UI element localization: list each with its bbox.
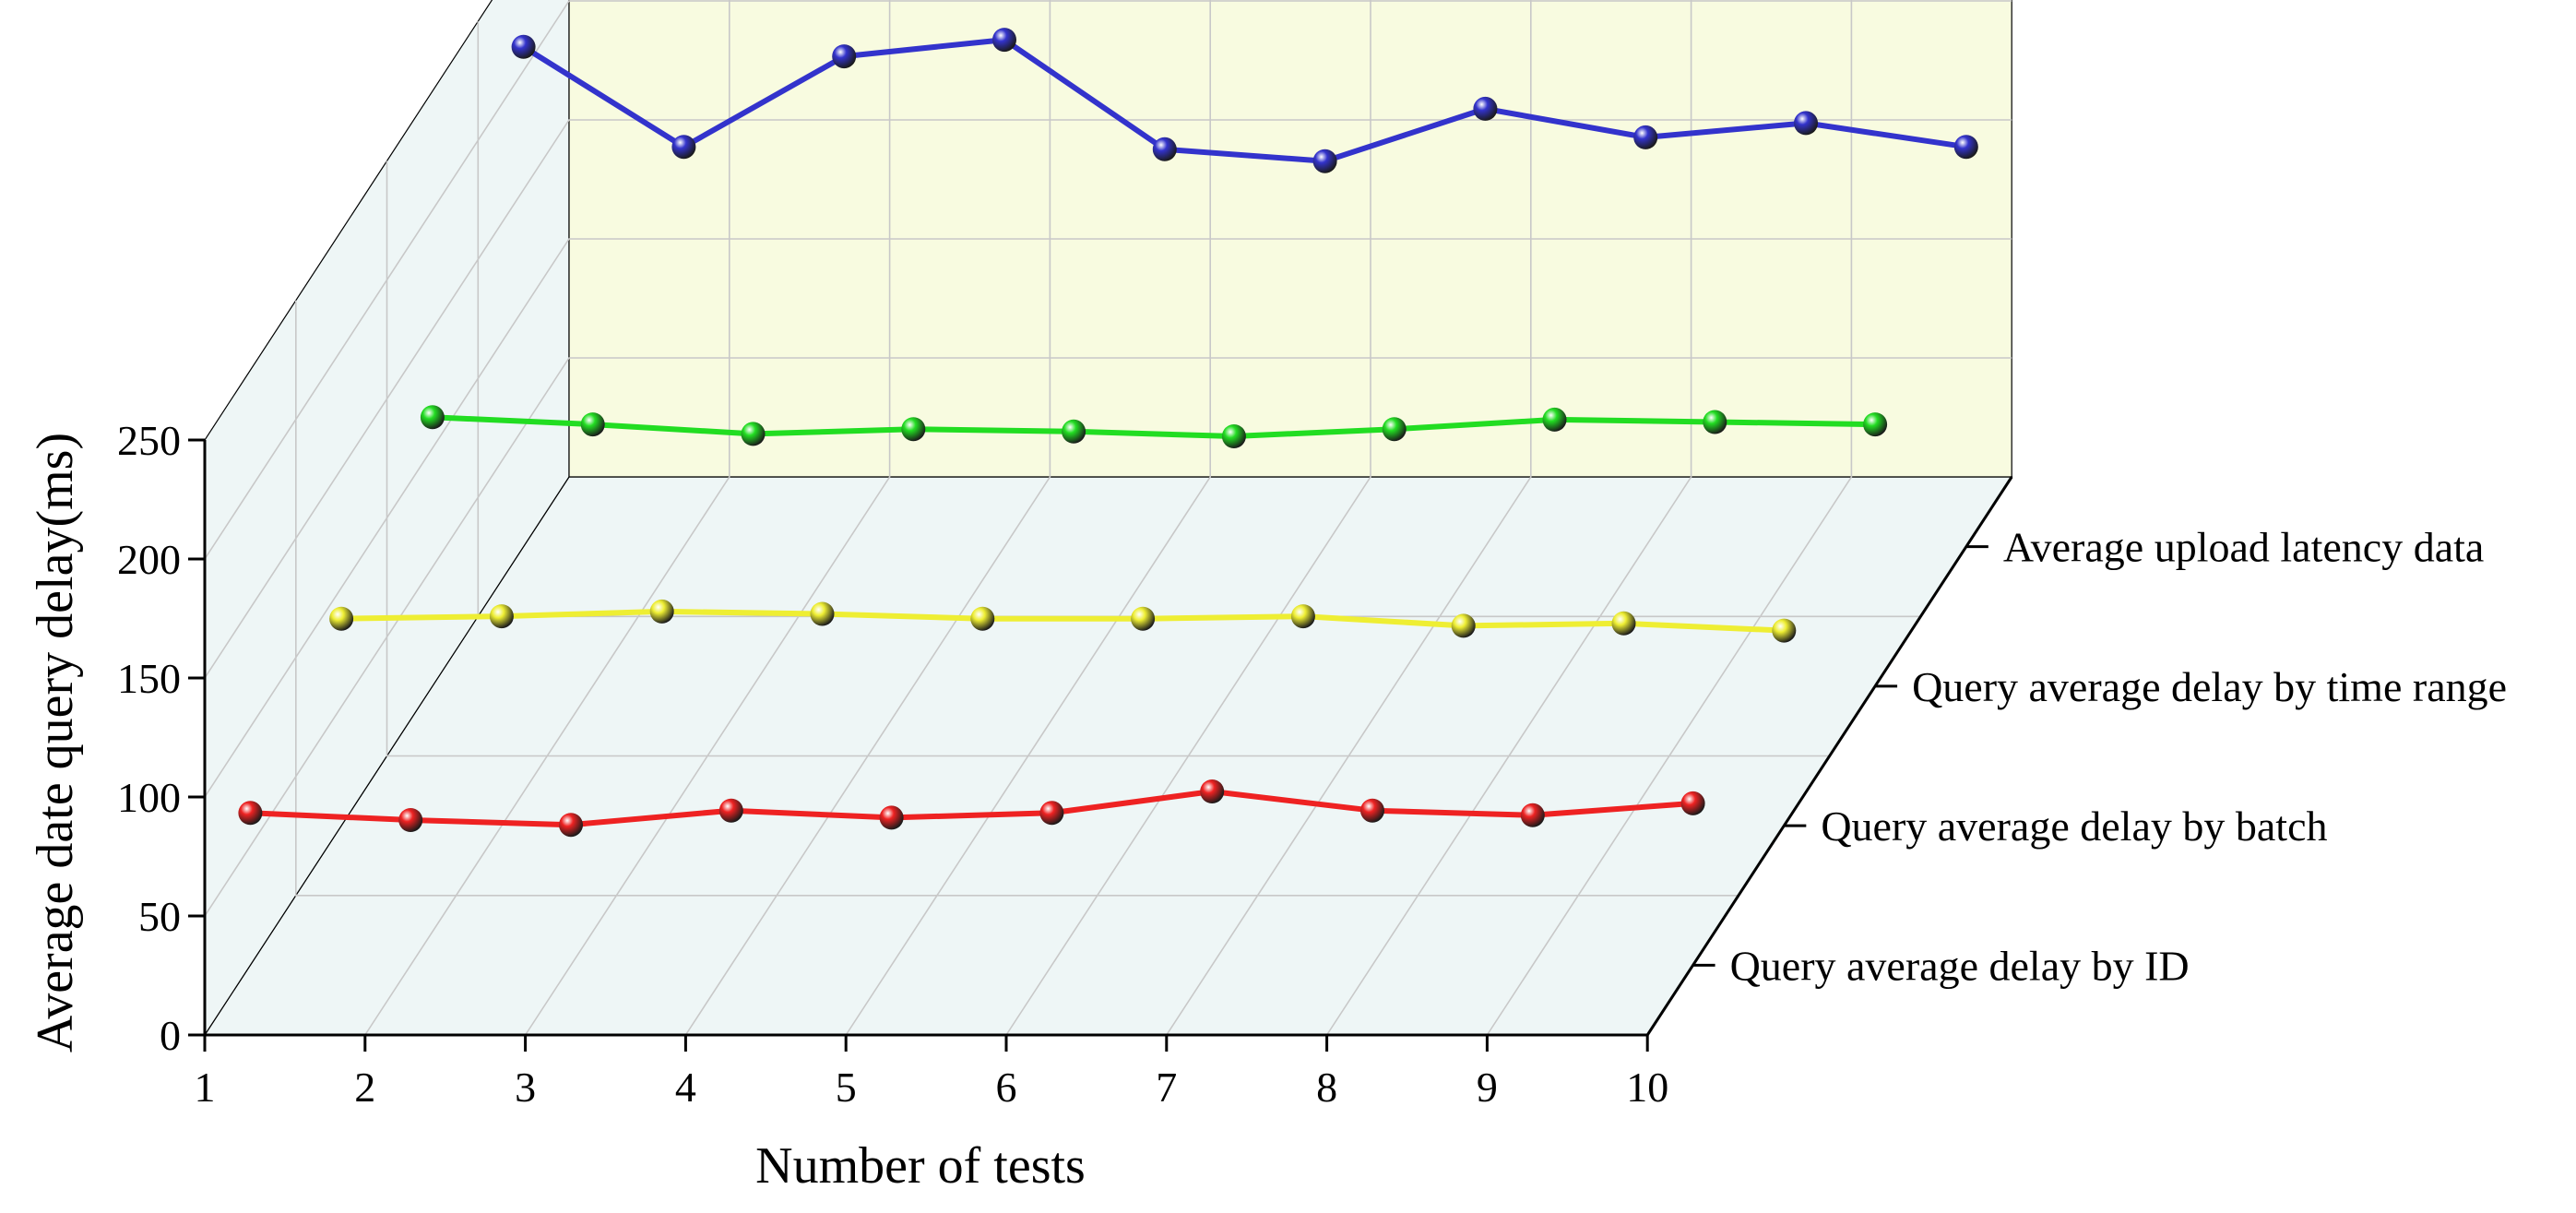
series-line <box>522 37 1967 164</box>
gridline-x <box>1486 0 1853 1036</box>
gridline-x <box>364 0 730 1036</box>
data-point <box>1360 798 1384 823</box>
gridline-y <box>204 0 2012 560</box>
series-1 <box>238 779 1705 838</box>
data-point <box>511 34 536 59</box>
x-tick-label: 3 <box>515 1064 536 1111</box>
data-point <box>1290 604 1315 629</box>
data-point <box>1680 791 1705 815</box>
data-point <box>238 801 263 826</box>
data-point <box>1863 412 1888 437</box>
data-point <box>489 604 514 629</box>
gridline-depth <box>294 300 1739 897</box>
data-point <box>879 805 904 830</box>
data-point <box>810 601 835 626</box>
y-tick-label: 250 <box>117 417 181 464</box>
x-axis-title: Number of tests <box>755 1137 1086 1195</box>
data-point <box>1200 779 1225 803</box>
series-label: Query average delay by time range <box>1912 663 2507 710</box>
data-point <box>718 798 743 823</box>
x-tick-label: 8 <box>1316 1064 1337 1111</box>
x-tick-label: 6 <box>996 1064 1017 1111</box>
data-point <box>1221 424 1246 448</box>
x-tick-label: 9 <box>1477 1064 1498 1111</box>
y-tick-label: 150 <box>117 655 181 702</box>
gridline-x <box>1166 0 1532 1036</box>
data-point <box>970 606 995 631</box>
data-point <box>1542 407 1567 432</box>
data-point <box>1520 803 1545 827</box>
x-tick-label: 4 <box>675 1064 696 1111</box>
data-point <box>1131 606 1156 631</box>
y-tick-label: 200 <box>117 536 181 583</box>
series-line <box>432 414 1876 439</box>
series-label: Query average delay by ID <box>1730 942 2190 989</box>
gridline-y <box>204 119 2012 679</box>
data-point <box>1953 135 1978 160</box>
series-4 <box>511 28 1978 173</box>
chart-axes <box>188 438 2013 1052</box>
gridline-y <box>204 238 2012 798</box>
data-point <box>329 606 354 631</box>
y-axis-title: Average date query delay(ms) <box>27 433 84 1052</box>
data-point <box>1039 801 1064 826</box>
data-point <box>398 808 423 832</box>
depth-axis-line <box>1645 476 2013 1036</box>
gridline-x <box>1005 0 1371 1036</box>
data-point <box>901 417 926 442</box>
y-tick-label: 100 <box>117 774 181 821</box>
data-point <box>1062 419 1086 444</box>
chart-series <box>238 28 1978 838</box>
data-point <box>1473 96 1498 121</box>
data-point <box>559 813 583 838</box>
series-label: Average upload latency data <box>2003 524 2485 571</box>
x-tick-label: 5 <box>836 1064 857 1111</box>
y-tick-label: 50 <box>138 893 181 940</box>
gridline-x <box>524 0 891 1036</box>
gridline-depth <box>386 161 1830 757</box>
x-tick-label: 7 <box>1156 1064 1177 1111</box>
data-point <box>1703 410 1727 434</box>
gridline-y <box>204 357 2012 917</box>
data-point <box>1382 417 1407 442</box>
data-point <box>649 599 674 624</box>
data-point <box>580 412 605 437</box>
y-tick-label: 0 <box>160 1012 181 1059</box>
data-point <box>1152 137 1177 161</box>
gridline-x <box>845 0 1211 1036</box>
series-line <box>250 789 1693 828</box>
series-3 <box>420 405 1888 448</box>
data-point <box>420 405 445 430</box>
x-tick-label: 10 <box>1626 1064 1668 1111</box>
x-tick-label: 1 <box>195 1064 216 1111</box>
series-2 <box>329 599 1797 643</box>
chart-grid <box>204 0 2012 1036</box>
data-point <box>832 44 857 69</box>
series-label: Query average delay by batch <box>1821 803 2327 850</box>
data-point <box>1794 111 1818 136</box>
data-point <box>1312 149 1337 173</box>
data-point <box>992 28 1016 53</box>
data-point <box>741 422 766 446</box>
x-tick-label: 2 <box>354 1064 375 1111</box>
data-point <box>1772 618 1797 643</box>
data-point <box>1633 125 1658 149</box>
data-point <box>671 135 696 160</box>
data-point <box>1451 613 1476 638</box>
data-point <box>1611 611 1636 636</box>
gridline-x <box>1325 0 1692 1036</box>
series-line <box>341 608 1785 634</box>
gridline-x <box>684 0 1051 1036</box>
